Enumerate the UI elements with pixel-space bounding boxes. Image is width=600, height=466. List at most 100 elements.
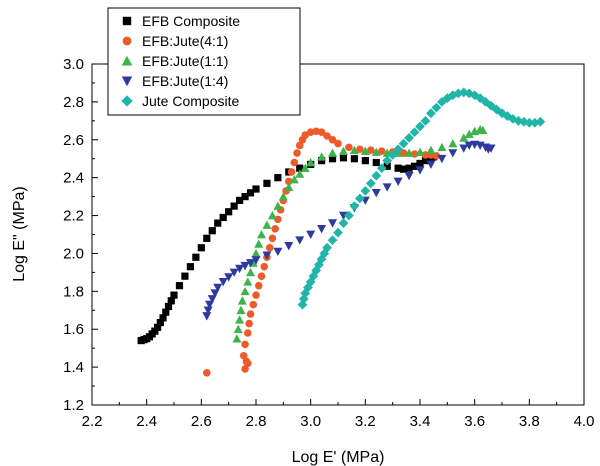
data-point	[252, 291, 260, 299]
data-point	[236, 305, 246, 315]
data-point	[295, 169, 305, 178]
y-axis: 1.2 1.4 1.6 1.8 2.0 2.2 2.4 2.6 2.8 3.0	[63, 56, 98, 414]
data-point	[230, 202, 238, 210]
data-point	[197, 244, 205, 252]
data-point	[235, 264, 245, 274]
data-point	[415, 121, 425, 132]
data-point	[296, 164, 304, 172]
data-point	[333, 227, 343, 238]
x-tick-label: 3.0	[300, 413, 321, 430]
data-point	[459, 133, 469, 142]
legend-label: EFB:Jute(1:1)	[142, 53, 228, 69]
data-point	[398, 138, 409, 149]
data-point	[376, 163, 387, 174]
legend-label: EFB Composite	[142, 13, 240, 29]
data-point	[415, 147, 425, 156]
data-point	[317, 152, 327, 161]
series-3	[232, 124, 488, 343]
data-point	[426, 108, 436, 119]
data-point	[156, 318, 164, 327]
legend-marker	[121, 55, 133, 66]
data-point	[260, 262, 268, 271]
data-point	[339, 154, 348, 162]
data-point	[372, 158, 380, 167]
series-layer	[137, 87, 546, 377]
data-point	[393, 177, 403, 186]
data-point	[349, 201, 360, 211]
data-point	[278, 192, 288, 201]
x-tick-label: 3.6	[464, 413, 485, 430]
data-point	[284, 182, 294, 191]
data-point	[240, 286, 250, 296]
data-point	[431, 102, 442, 113]
data-point	[328, 155, 337, 163]
data-point	[382, 155, 393, 166]
data-point	[232, 334, 242, 343]
data-point	[192, 253, 200, 261]
data-point	[377, 147, 386, 155]
data-point	[293, 149, 301, 157]
data-point	[164, 302, 173, 311]
data-point	[240, 261, 250, 271]
data-point	[170, 291, 178, 299]
data-point	[262, 251, 272, 260]
x-axis: 2.2 2.4 2.6 2.8 3.0 3.2 3.4 3.6 3.8 4.0	[82, 399, 594, 430]
data-point	[524, 117, 535, 128]
y-tick-label: 2.2	[63, 208, 84, 225]
data-point	[246, 259, 256, 268]
data-point	[244, 329, 252, 337]
y-tick-label: 1.2	[63, 397, 84, 414]
legend-box	[107, 7, 301, 116]
data-point	[203, 369, 211, 377]
data-point	[284, 242, 294, 251]
data-point	[349, 145, 359, 155]
data-point	[393, 144, 403, 155]
data-point	[323, 132, 331, 140]
data-point	[344, 210, 354, 221]
y-axis-title: Log E" (MPa)	[11, 186, 28, 282]
legend-marker	[121, 95, 133, 107]
data-point	[241, 365, 249, 373]
data-point	[371, 147, 381, 156]
data-point	[338, 218, 349, 228]
data-point	[382, 183, 392, 192]
data-point	[254, 239, 264, 248]
data-point	[319, 248, 330, 259]
data-point	[295, 236, 305, 245]
data-point	[252, 185, 260, 193]
data-point	[246, 189, 255, 197]
y-tick-label: 2.8	[63, 94, 84, 111]
data-point	[356, 145, 364, 154]
data-point	[249, 300, 258, 309]
data-point	[237, 296, 247, 305]
data-point	[218, 278, 228, 287]
x-tick-label: 2.2	[82, 413, 103, 430]
data-point	[327, 235, 338, 246]
series-2	[203, 127, 441, 377]
data-point	[208, 227, 216, 235]
data-point	[317, 128, 326, 136]
data-point	[154, 323, 162, 331]
data-point	[207, 295, 217, 304]
data-point	[213, 283, 223, 293]
data-point	[306, 158, 316, 167]
data-point	[437, 154, 447, 164]
data-point	[262, 220, 272, 229]
data-point	[519, 116, 529, 127]
x-tick-label: 2.4	[136, 413, 157, 430]
data-point	[453, 88, 464, 99]
data-point	[287, 168, 296, 176]
data-point	[268, 234, 277, 243]
data-point	[367, 146, 375, 154]
data-point	[229, 268, 239, 277]
data-point	[246, 310, 255, 318]
data-point	[317, 224, 327, 234]
data-point	[464, 141, 474, 150]
data-point	[290, 158, 299, 167]
data-point	[399, 149, 408, 157]
data-point	[426, 160, 436, 169]
data-point	[257, 272, 266, 280]
data-point	[448, 139, 458, 148]
data-point	[167, 297, 175, 305]
data-point	[203, 306, 213, 315]
